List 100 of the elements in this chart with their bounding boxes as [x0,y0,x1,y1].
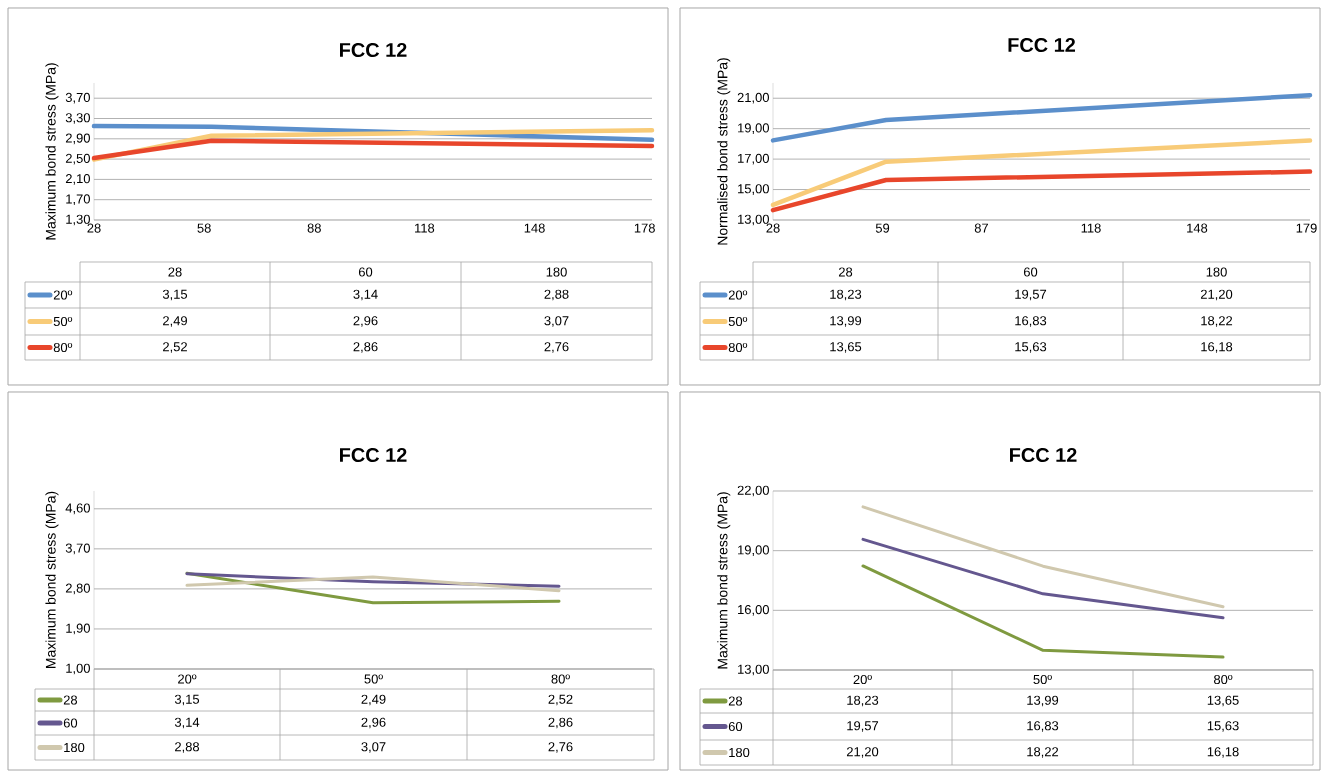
data-label: 13,65 [1207,695,1239,707]
y-tick-label: 1,90 [66,623,90,635]
text: 2,88 [544,289,569,301]
text: 16,18 [1201,342,1233,353]
y-tick-label: 1,70 [66,194,90,206]
x-tick-label: 118 [1081,223,1101,233]
text: 2,96 [353,316,378,327]
text: 18,23 [830,289,862,301]
y-tick-label: 2,50 [65,153,90,165]
y-tick-label: 16,00 [738,604,769,616]
y-tick-label: 3,70 [65,543,90,555]
data-label: 16,83 [1027,721,1059,732]
data-label: 3,15 [174,694,200,706]
y-tick-label: 1,30 [66,214,90,226]
legend-label: 80º [53,342,73,353]
text: 180 [1206,267,1227,277]
x-tick-label: 59 [875,223,890,233]
x-tick-label: 28 [766,223,780,233]
y-tick-label: 13,00 [738,214,769,226]
legend-label: 80º [728,342,748,353]
text: 2,52 [163,342,187,353]
text: 2,49 [163,316,187,327]
y-tick-label: 2,90 [65,133,90,145]
legend-label: 50º [53,316,73,327]
chart-title: FCC 12 [1008,37,1076,53]
data-label: 18,23 [847,695,879,707]
data-label: 13,99 [1027,695,1059,707]
y-tick-label: 19,00 [738,545,769,557]
x-tick-label: 80º [551,674,570,684]
text: 18,22 [1201,316,1233,327]
y-axis-title: Normalised bond stress (MPa) [717,58,731,245]
x-tick-label: 118 [415,223,435,233]
data-label: 21,20 [846,747,879,758]
y-axis-title: Maximum bond stress (MPa) [45,491,59,668]
data-label: 2,49 [361,694,386,706]
legend-label: 20º [53,290,73,300]
x-tick-label: 80º [1214,674,1233,685]
text: 2,76 [544,342,569,353]
data-label: 2,76 [548,742,573,753]
y-tick-label: 1,00 [66,663,90,675]
y-tick-label: 4,60 [65,503,90,515]
legend-label: 60 [63,718,78,728]
text: 13,99 [830,316,862,327]
x-tick-label: 20º [853,674,872,685]
y-tick-label: 3,30 [65,113,90,124]
text: 13,65 [830,342,862,353]
y-tick-label: 19,00 [738,123,769,135]
data-label: 2,86 [548,717,573,729]
y-tick-label: 3,70 [65,92,90,104]
x-tick-label: 179 [1296,223,1317,233]
x-tick-label: 50º [364,674,383,684]
text: 16,83 [1015,316,1047,327]
legend-label: 28 [63,695,78,705]
text: 180 [546,267,567,277]
x-tick-label: 28 [87,223,101,233]
data-label: 2,96 [361,717,386,729]
text: 15,63 [1015,342,1047,353]
y-tick-label: 15,00 [738,184,769,195]
data-label: 18,22 [1027,747,1059,758]
text: 3,14 [353,289,378,301]
text: 3,07 [544,316,569,327]
legend-label: 180 [729,747,750,758]
x-tick-label: 58 [197,223,211,233]
text: 3,15 [162,289,188,301]
data-label: 2,88 [175,742,200,753]
x-tick-label: 148 [524,223,545,233]
y-tick-label: 2,10 [65,174,90,185]
x-tick-label: 178 [634,223,655,233]
data-label: 16,18 [1207,747,1239,758]
text: 28 [838,267,853,277]
y-axis-title: Maximum bond stress (MPa) [45,63,59,240]
legend-label: 180 [64,742,85,753]
y-axis-title: Maximum bond stress (MPa) [717,492,731,669]
legend-label: 20º [728,290,748,300]
data-label: 3,07 [361,742,386,753]
legend-label: 28 [728,696,743,706]
legend-label: 60 [728,721,743,732]
chart-title: FCC 12 [340,42,407,58]
chart-title: FCC 12 [1010,447,1077,463]
data-label: 15,63 [1207,721,1239,732]
y-tick-label: 17,00 [738,153,769,165]
legend-label: 50º [728,316,748,327]
text: 28 [168,267,182,277]
text: 19,57 [1015,289,1047,301]
data-label: 2,52 [548,694,573,706]
x-tick-label: 20º [178,674,197,684]
data-label: 19,57 [847,721,879,732]
y-tick-label: 22,00 [737,485,769,497]
text: 2,86 [353,342,378,353]
x-tick-label: 88 [307,223,321,233]
y-tick-label: 13,00 [738,664,769,676]
x-tick-label: 87 [974,223,988,233]
text: 60 [358,267,373,277]
data-label: 3,14 [174,717,200,729]
x-tick-label: 148 [1187,223,1208,233]
text: 60 [1023,267,1038,277]
chart-title: FCC 12 [340,447,407,463]
y-tick-label: 21,00 [737,92,769,104]
y-tick-label: 2,80 [65,583,90,595]
text: 21,20 [1200,289,1233,301]
